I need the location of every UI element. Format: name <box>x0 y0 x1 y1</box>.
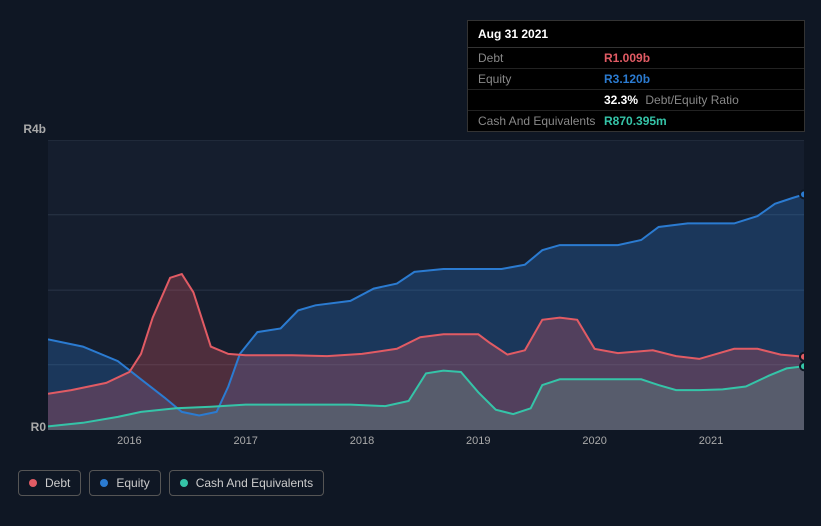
tooltip-value: R3.120b <box>604 72 650 86</box>
tooltip-label: Debt <box>478 51 604 65</box>
x-tick: 2016 <box>117 435 141 447</box>
x-tick: 2018 <box>350 435 374 447</box>
x-tick: 2017 <box>233 435 257 447</box>
tooltip-row-ratio: 32.3% Debt/Equity Ratio <box>468 90 804 111</box>
tooltip-value: R870.395m <box>604 114 667 128</box>
x-tick: 2019 <box>466 435 490 447</box>
chart-tooltip: Aug 31 2021 Debt R1.009b Equity R3.120b … <box>467 20 805 132</box>
legend-label: Debt <box>45 476 70 490</box>
chart-legend: Debt Equity Cash And Equivalents <box>18 470 324 496</box>
y-axis-label-top: R4b <box>23 122 46 136</box>
tooltip-value: R1.009b <box>604 51 650 65</box>
tooltip-value: 32.3% <box>604 93 638 107</box>
legend-label: Equity <box>116 476 149 490</box>
tooltip-row-debt: Debt R1.009b <box>468 48 804 69</box>
legend-label: Cash And Equivalents <box>196 476 313 490</box>
tooltip-label: Cash And Equivalents <box>478 114 604 128</box>
legend-item-cash[interactable]: Cash And Equivalents <box>169 470 324 496</box>
tooltip-row-equity: Equity R3.120b <box>468 69 804 90</box>
legend-item-equity[interactable]: Equity <box>89 470 160 496</box>
legend-dot <box>100 479 108 487</box>
chart-plot[interactable] <box>48 140 804 430</box>
tooltip-label <box>478 93 604 107</box>
legend-dot <box>180 479 188 487</box>
legend-item-debt[interactable]: Debt <box>18 470 81 496</box>
tooltip-label: Equity <box>478 72 604 86</box>
x-tick: 2021 <box>699 435 723 447</box>
y-axis-label-bottom: R0 <box>31 420 46 434</box>
tooltip-row-cash: Cash And Equivalents R870.395m <box>468 111 804 131</box>
tooltip-extra: Debt/Equity Ratio <box>645 93 738 107</box>
x-axis-ticks: 2016 2017 2018 2019 2020 2021 <box>48 435 804 455</box>
chart-area: R4b R0 2016 2017 2018 2019 2020 2021 <box>16 120 806 480</box>
legend-dot <box>29 479 37 487</box>
tooltip-date: Aug 31 2021 <box>468 21 804 48</box>
x-tick: 2020 <box>582 435 606 447</box>
